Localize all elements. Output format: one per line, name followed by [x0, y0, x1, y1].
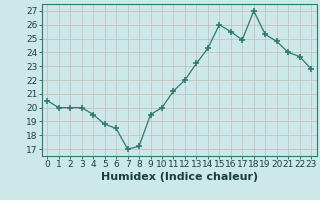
X-axis label: Humidex (Indice chaleur): Humidex (Indice chaleur)	[100, 172, 258, 182]
